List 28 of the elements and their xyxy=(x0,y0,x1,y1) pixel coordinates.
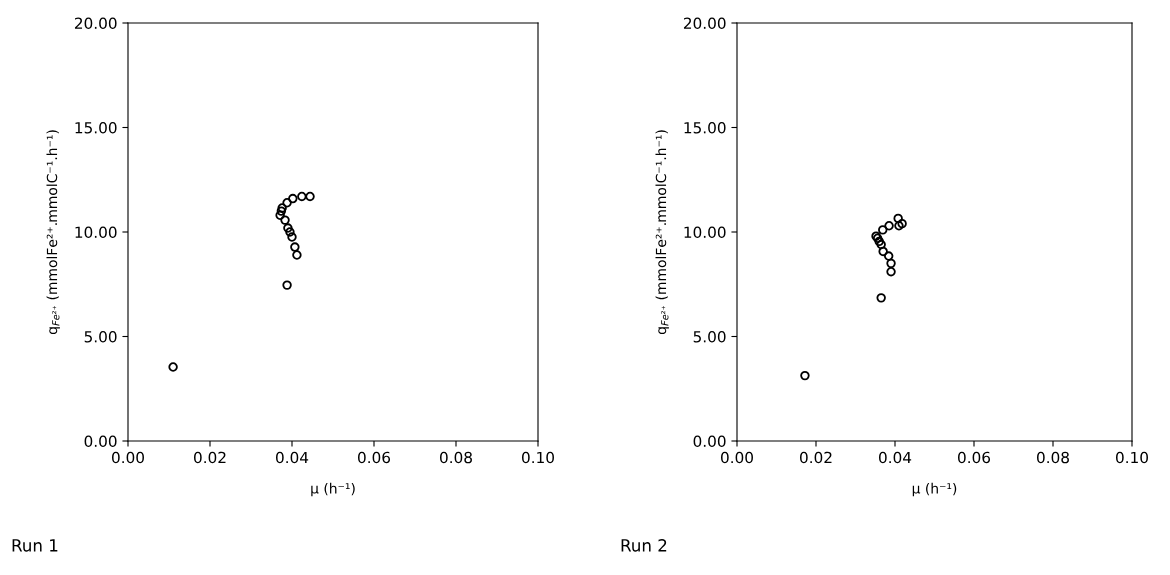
y-tick-label: 0.00 xyxy=(693,435,726,448)
y-tick-label: 5.00 xyxy=(693,330,726,343)
x-tick-label: 0.02 xyxy=(800,451,832,464)
text: Run 1 xyxy=(12,539,58,552)
y-tick-label: 10.00 xyxy=(75,226,117,239)
x-tick-label: 0.08 xyxy=(1037,451,1069,464)
y-tick-label: 5.00 xyxy=(84,330,117,343)
x-tick-label: 0.00 xyxy=(112,451,144,464)
y-axis-title: q$_{Fe²⁺}$ (mmolFe²⁺.mmolC⁻¹.h⁻¹) xyxy=(46,130,60,335)
x-tick-label: 0.10 xyxy=(522,451,554,464)
x-tick-label: 0.00 xyxy=(721,451,753,464)
y-axis-title: q$_{Fe²⁺}$ (mmolFe²⁺.mmolC⁻¹.h⁻¹) xyxy=(655,130,669,335)
y-tick-label: 15.00 xyxy=(684,121,726,134)
text: Run 2 xyxy=(621,539,667,552)
x-tick-label: 0.06 xyxy=(358,451,391,464)
x-tick-label: 0.04 xyxy=(879,451,912,464)
y-tick-label: 20.00 xyxy=(683,17,726,30)
x-axis-title: μ (h⁻¹) xyxy=(311,482,355,497)
x-tick-label: 0.04 xyxy=(276,451,309,464)
x-tick-label: 0.06 xyxy=(958,451,991,464)
x-tick-label: 0.08 xyxy=(440,451,472,464)
x-tick-label: 0.02 xyxy=(194,451,226,464)
y-tick-label: 20.00 xyxy=(74,17,117,30)
y-tick-label: 15.00 xyxy=(75,121,117,134)
y-tick-label: 0.00 xyxy=(84,435,117,448)
x-axis-title: μ (h⁻¹) xyxy=(912,482,957,497)
y-tick-label: 10.00 xyxy=(684,226,726,239)
x-tick-label: 0.10 xyxy=(1116,451,1148,464)
